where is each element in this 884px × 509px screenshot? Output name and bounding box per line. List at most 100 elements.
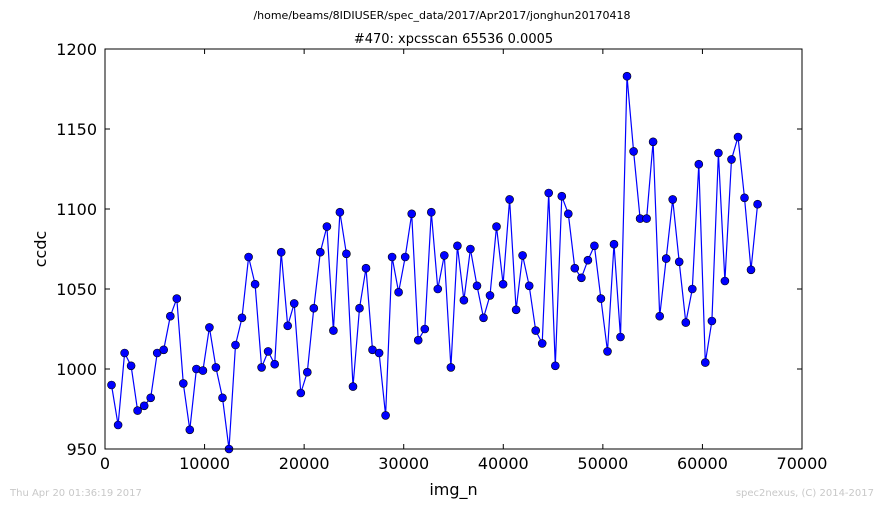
x-tick-label: 10000	[179, 454, 230, 473]
data-point	[107, 380, 116, 390]
data-point	[485, 291, 495, 300]
data-point	[309, 303, 319, 313]
data-point	[472, 281, 482, 291]
data-point	[609, 239, 619, 249]
data-point	[374, 348, 384, 358]
data-point	[218, 393, 227, 403]
data-point	[185, 425, 195, 435]
data-point	[394, 287, 403, 297]
data-point	[198, 366, 208, 375]
data-point	[348, 382, 358, 391]
data-point	[166, 311, 175, 321]
x-axis-label: img_n	[429, 480, 477, 500]
y-tick-label: 1100	[56, 200, 97, 219]
data-point	[335, 207, 345, 217]
x-tick-label: 40000	[478, 454, 529, 473]
data-point	[733, 132, 743, 142]
timestamp-footer: Thu Apr 20 01:36:19 2017	[10, 488, 142, 499]
data-point	[244, 252, 253, 262]
y-tick-label: 1200	[56, 40, 97, 59]
x-tick-label: 50000	[577, 454, 628, 473]
data-point	[329, 326, 338, 335]
data-point	[439, 251, 449, 260]
plot-frame	[104, 48, 803, 450]
data-point	[263, 347, 273, 356]
data-point	[590, 241, 599, 251]
data-point	[720, 276, 730, 286]
data-point	[250, 279, 260, 289]
data-point	[426, 207, 436, 217]
y-tick-label: 1150	[56, 120, 97, 139]
data-point	[133, 406, 142, 415]
y-tick-label: 1050	[56, 280, 97, 299]
data-point	[179, 379, 188, 388]
data-point	[518, 251, 527, 260]
data-point	[283, 321, 293, 331]
data-point	[727, 155, 736, 164]
x-tick-label: 30000	[378, 454, 429, 473]
data-point	[172, 294, 182, 303]
data-point	[453, 241, 462, 251]
data-point	[289, 299, 299, 308]
data-point	[498, 279, 508, 289]
data-point	[616, 332, 625, 342]
data-point	[466, 244, 475, 254]
data-point	[570, 263, 580, 273]
x-tick-label: 70000	[777, 454, 828, 473]
data-point	[661, 254, 671, 263]
data-point	[270, 359, 280, 369]
data-point	[557, 191, 567, 201]
data-point	[433, 284, 443, 294]
data-point	[315, 247, 325, 257]
y-tick-label: 950	[66, 440, 97, 459]
y-tick-label: 1000	[56, 360, 97, 379]
data-point	[707, 316, 717, 326]
data-point	[113, 420, 123, 430]
x-tick-label: 60000	[677, 454, 728, 473]
chart-title: #470: xpcsscan 65536 0.0005	[354, 32, 553, 47]
data-point	[446, 363, 456, 372]
data-point	[407, 209, 417, 219]
data-point	[231, 340, 240, 350]
data-point	[159, 345, 168, 355]
data-point	[583, 255, 593, 265]
data-point	[237, 313, 247, 323]
data-point	[648, 137, 658, 147]
data-point	[296, 388, 306, 398]
data-point	[211, 363, 221, 372]
data-point	[257, 363, 266, 372]
data-point	[700, 358, 710, 367]
data-point	[120, 348, 129, 358]
data-point	[681, 318, 691, 327]
data-point	[342, 249, 351, 259]
data-point	[381, 411, 390, 420]
data-point	[492, 222, 501, 231]
data-point	[746, 265, 756, 275]
data-point	[146, 393, 155, 403]
data-point	[687, 284, 697, 294]
data-point	[505, 195, 514, 204]
data-point	[577, 273, 586, 283]
data-point	[537, 339, 547, 348]
data-point	[655, 311, 665, 321]
series-line	[110, 76, 759, 450]
data-point	[459, 295, 469, 305]
data-point	[361, 263, 371, 273]
data-point	[622, 71, 632, 81]
data-point	[355, 303, 364, 313]
data-point	[479, 313, 488, 323]
y-axis-label: ccdc	[31, 231, 50, 268]
data-point	[629, 147, 638, 156]
file-path-supertitle: /home/beams/8IDIUSER/spec_data/2017/Apr2…	[253, 9, 631, 22]
x-tick-label: 0	[100, 454, 110, 473]
data-point	[668, 195, 678, 204]
data-point	[550, 361, 560, 371]
data-point	[596, 294, 606, 303]
data-point	[674, 257, 684, 267]
data-point	[753, 199, 762, 209]
data-point	[139, 401, 149, 411]
data-point	[642, 214, 651, 223]
data-point	[276, 247, 286, 257]
data-point	[694, 159, 704, 169]
